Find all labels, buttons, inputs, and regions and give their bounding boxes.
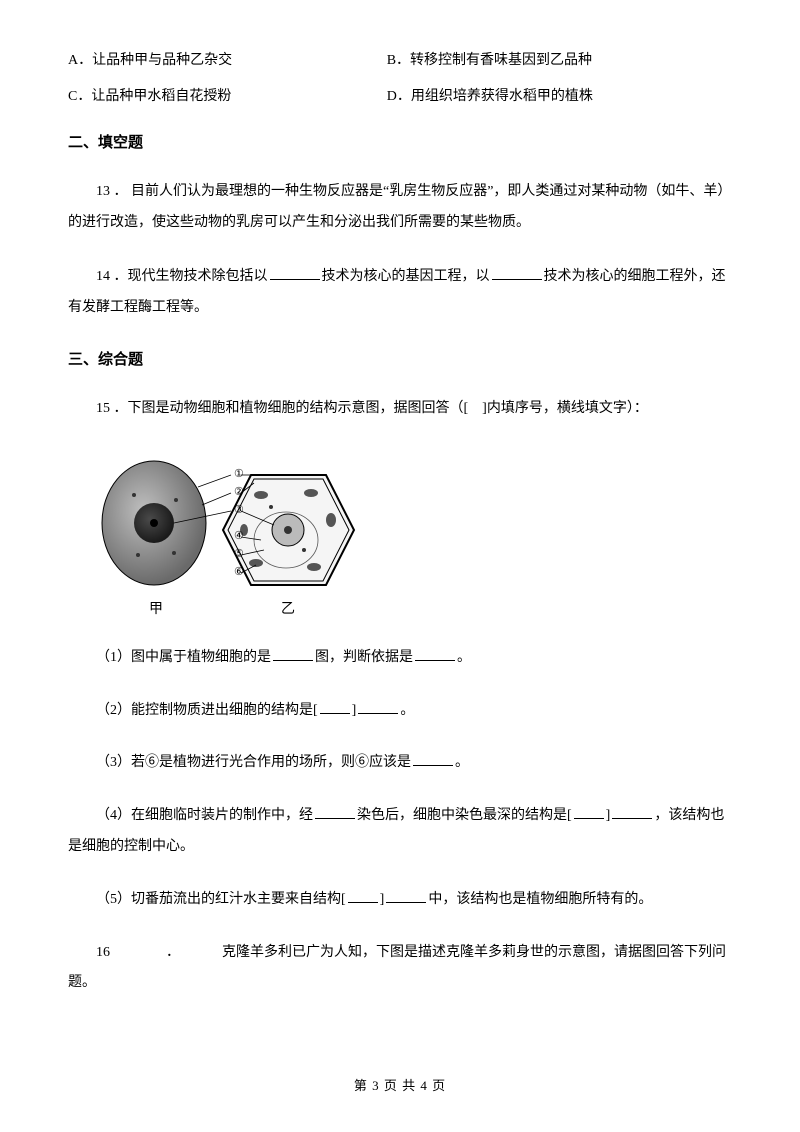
blank — [612, 805, 652, 819]
option-a: A．让品种甲与品种乙杂交 — [68, 50, 387, 72]
q15-2c: 。 — [400, 703, 414, 718]
q15-4b: 染色后，细胞中染色最深的结构是[ — [357, 808, 572, 823]
options-row-1: A．让品种甲与品种乙杂交 B．转移控制有香味基因到乙品种 — [68, 50, 732, 72]
section-3-heading: 三、综合题 — [68, 348, 732, 372]
cell-svg: 甲 乙 ① ② ③ ④ ⑤ ⑥ — [96, 445, 376, 625]
question-16: 16．克隆羊多利已广为人知，下图是描述克隆羊多莉身世的示意图，请据图回答下列问题… — [68, 938, 732, 1000]
q15-3a: （3）若⑥是植物进行光合作用的场所，则⑥应该是 — [96, 755, 411, 770]
option-c: C．让品种甲水稻自花授粉 — [68, 86, 387, 108]
question-15-4: （4）在细胞临时装片的制作中，经染色后，细胞中染色最深的结构是[]，该结构也是细… — [68, 801, 732, 863]
question-15-1: （1）图中属于植物细胞的是 图，判断依据是 。 — [68, 643, 732, 674]
option-b: B．转移控制有香味基因到乙品种 — [387, 50, 732, 72]
question-15-5: （5）切番茄流出的红汁水主要来自结构[] 中，该结构也是植物细胞所特有的。 — [68, 885, 732, 916]
circle-6: ⑥ — [234, 566, 244, 578]
q15-2a: （2）能控制物质进出细胞的结构是[ — [96, 703, 318, 718]
question-15-2: （2）能控制物质进出细胞的结构是[] 。 — [68, 696, 732, 727]
label-jia: 甲 — [149, 602, 163, 617]
blank — [348, 889, 378, 903]
q16-num: 16 — [96, 945, 110, 960]
q15-1b: 图，判断依据是 — [315, 650, 413, 665]
blank — [315, 805, 355, 819]
cell-diagram: 甲 乙 ① ② ③ ④ ⑤ ⑥ — [96, 445, 732, 625]
option-d: D．用组织培养获得水稻甲的植株 — [387, 86, 732, 108]
q15-5a: （5）切番茄流出的红汁水主要来自结构[ — [96, 892, 346, 907]
circle-4: ④ — [234, 530, 244, 542]
q15-5b: ] — [380, 892, 385, 907]
blank — [413, 752, 453, 766]
q15-4c: ] — [606, 808, 611, 823]
question-15-intro: 15 ．下图是动物细胞和植物细胞的结构示意图，据图回答（[ ]内填序号，横线填文… — [68, 394, 732, 425]
question-14: 14 ．现代生物技术除包括以技术为核心的基因工程，以技术为核心的细胞工程外，还有… — [68, 262, 732, 324]
q16-dot: ． — [166, 945, 180, 960]
options-row-2: C．让品种甲水稻自花授粉 D．用组织培养获得水稻甲的植株 — [68, 86, 732, 108]
q15-4a: （4）在细胞临时装片的制作中，经 — [96, 808, 313, 823]
blank — [273, 647, 313, 661]
q14-part-b: 技术为核心的基因工程，以 — [322, 269, 490, 284]
circle-1: ① — [234, 468, 244, 480]
blank — [386, 889, 426, 903]
circle-2: ② — [234, 486, 244, 498]
blank — [492, 266, 542, 280]
q15-1a: （1）图中属于植物细胞的是 — [96, 650, 271, 665]
question-13: 13 ． 目前人们认为最理想的一种生物反应器是“乳房生物反应器”，即人类通过对某… — [68, 177, 732, 239]
blank — [320, 700, 350, 714]
label-yi: 乙 — [281, 601, 295, 617]
q14-part-a: 14 ．现代生物技术除包括以 — [96, 269, 268, 284]
q15-5c: 中，该结构也是植物细胞所特有的。 — [428, 892, 652, 907]
blank — [358, 700, 398, 714]
blank — [415, 647, 455, 661]
blank — [574, 805, 604, 819]
q15-1c: 。 — [457, 650, 471, 665]
q15-3b: 。 — [455, 755, 469, 770]
circle-3: ③ — [234, 504, 244, 516]
blank — [270, 266, 320, 280]
page-footer: 第 3 页 共 4 页 — [0, 1076, 800, 1097]
circle-5: ⑤ — [234, 548, 244, 560]
q15-2b: ] — [352, 703, 357, 718]
question-15-3: （3）若⑥是植物进行光合作用的场所，则⑥应该是 。 — [68, 748, 732, 779]
section-2-heading: 二、填空题 — [68, 131, 732, 155]
